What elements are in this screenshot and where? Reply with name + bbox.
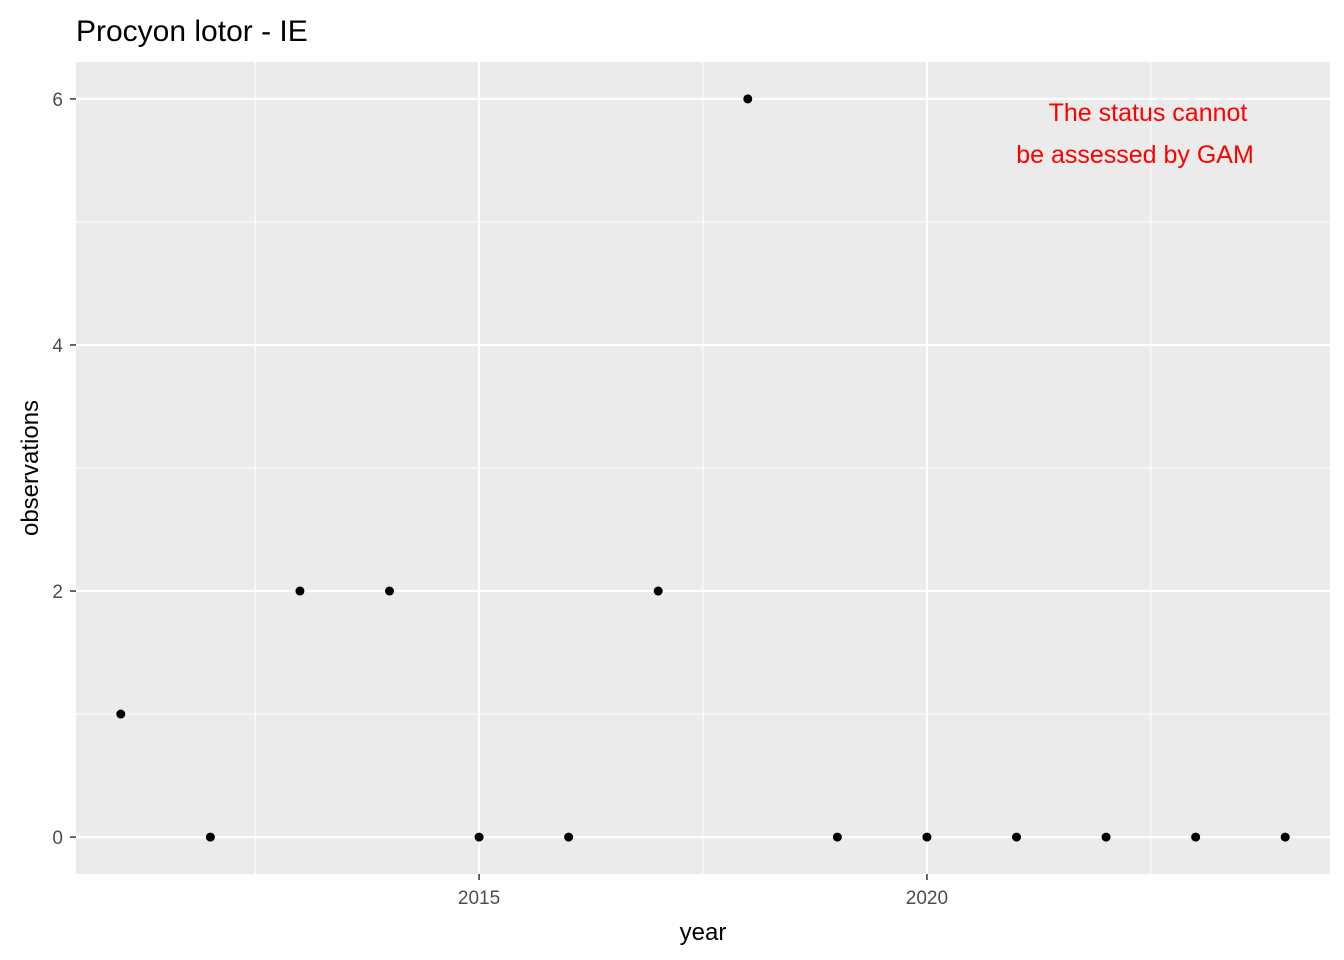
data-point-2017 [653, 586, 663, 596]
minor-gridlines [76, 62, 1330, 874]
data-point-2011 [116, 709, 126, 719]
status-annotation-line-2: be assessed by GAM [1016, 141, 1254, 169]
data-point-2013 [295, 586, 305, 596]
x-axis: 2015 2020 [458, 874, 948, 909]
data-points [116, 94, 1290, 842]
y-tick-label-1: 2 [52, 582, 63, 603]
x-axis-title: year [680, 919, 727, 946]
data-point-2021 [1012, 832, 1021, 842]
x-tick-label-0: 2015 [458, 888, 500, 909]
data-point-2012 [205, 832, 215, 842]
data-point-2014 [385, 586, 394, 596]
major-gridlines [76, 62, 1330, 874]
data-point-2016 [564, 832, 574, 842]
data-point-2015 [474, 832, 484, 842]
data-point-2019 [832, 832, 842, 842]
data-point-2023 [1191, 832, 1201, 842]
y-tick-label-0: 0 [52, 828, 63, 849]
y-axis-title: observations [17, 400, 44, 536]
status-annotation: The status cannot be assessed by GAM [1016, 99, 1254, 169]
y-tick-label-3: 6 [52, 90, 63, 111]
y-tick-label-2: 4 [52, 336, 63, 357]
data-point-2020 [922, 832, 932, 842]
data-point-2022 [1101, 832, 1111, 842]
status-annotation-line-1: The status cannot [1049, 99, 1248, 127]
y-axis: 0 2 4 6 [52, 90, 76, 849]
x-tick-label-1: 2020 [906, 888, 948, 909]
chart-title: Procyon lotor - IE [76, 15, 308, 48]
data-point-2024 [1280, 832, 1290, 842]
data-point-2018 [743, 94, 753, 104]
